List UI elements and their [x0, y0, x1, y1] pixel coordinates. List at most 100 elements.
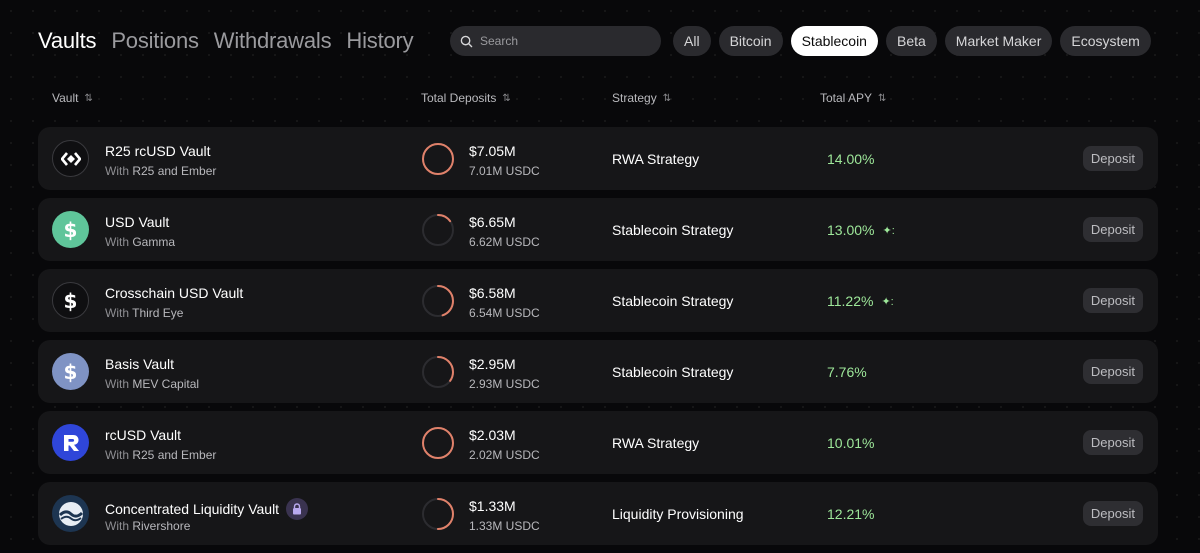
total-deposits-usd: $2.95M: [469, 356, 516, 372]
total-deposits-usd: $7.05M: [469, 143, 516, 159]
apy-label: 14.00%: [827, 151, 875, 167]
strategy-label: Stablecoin Strategy: [612, 293, 734, 309]
apy-label: 11.22%: [827, 293, 874, 309]
deposit-button[interactable]: Deposit: [1082, 288, 1143, 313]
filter-all[interactable]: All: [673, 26, 711, 56]
vault-provider: With Rivershore: [105, 519, 190, 533]
deposit-ring-icon: [422, 356, 454, 388]
vault-list: R25 rcUSD Vault With R25 and Ember $7.05…: [38, 127, 1158, 553]
vault-avatar: $: [52, 353, 89, 390]
provider-name: Gamma: [132, 235, 176, 249]
vault-name-label: USD Vault: [105, 214, 170, 230]
vault-name-label: Basis Vault: [105, 356, 174, 372]
apy-value: 12.21%: [827, 506, 874, 522]
apy-value: 13.00% ✦:: [827, 222, 895, 238]
total-deposits-usd: $1.33M: [469, 498, 516, 514]
tab-withdrawals[interactable]: Withdrawals: [213, 28, 332, 53]
dollar-icon: $: [63, 359, 78, 384]
vault-name: Crosschain USD Vault: [105, 285, 243, 301]
total-deposits-usd: $2.03M: [469, 427, 516, 443]
vault-name: rcUSD Vault: [105, 427, 181, 443]
total-deposits-usdc: 2.93M USDC: [469, 377, 540, 391]
filter-bitcoin[interactable]: Bitcoin: [718, 26, 783, 56]
with-prefix: With: [105, 519, 129, 533]
total-deposits-usdc: 6.62M USDC: [469, 235, 540, 249]
deposit-button[interactable]: Deposit: [1082, 146, 1143, 171]
search-bar[interactable]: [450, 26, 661, 56]
rivershore-icon: [57, 500, 85, 528]
apy-label: 7.76%: [827, 364, 867, 380]
filter-stablecoin[interactable]: Stablecoin: [790, 26, 878, 56]
provider-name: R25 and Ember: [132, 164, 217, 178]
total-deposits-usd: $6.65M: [469, 214, 516, 230]
tab-vaults[interactable]: Vaults: [38, 28, 97, 53]
header-total-deposits[interactable]: Total Deposits ⇅: [421, 91, 511, 105]
table-row[interactable]: rcUSD Vault With R25 and Ember $2.03M 2.…: [38, 411, 1158, 474]
table-row[interactable]: $ Crosschain USD Vault With Third Eye $6…: [38, 269, 1158, 332]
deposit-ring-icon: [422, 498, 454, 530]
search-input[interactable]: [480, 34, 640, 48]
deposit-ring-icon: [422, 427, 454, 459]
vault-avatar: [52, 495, 89, 532]
filter-market-maker[interactable]: Market Maker: [944, 26, 1053, 56]
filter-beta[interactable]: Beta: [885, 26, 937, 56]
sparkle-icon[interactable]: ✦:: [882, 224, 895, 237]
provider-name: R25 and Ember: [132, 448, 217, 462]
vault-provider: With MEV Capital: [105, 377, 199, 391]
deposit-button[interactable]: Deposit: [1082, 359, 1143, 384]
apy-label: 13.00%: [827, 222, 875, 238]
sort-arrows-icon: ⇅: [878, 92, 887, 104]
deposit-ring-icon: [422, 143, 454, 175]
vault-provider: With Third Eye: [105, 306, 183, 320]
table-row[interactable]: $ USD Vault With Gamma $6.65M 6.62M USDC…: [38, 198, 1158, 261]
with-prefix: With: [105, 377, 129, 391]
r-logo-icon: [60, 432, 82, 454]
sparkle-icon[interactable]: ✦:: [881, 295, 894, 308]
vault-name-label: rcUSD Vault: [105, 427, 181, 443]
lock-icon: [286, 498, 309, 520]
vault-avatar: $: [52, 282, 89, 319]
header-vault[interactable]: Vault ⇅: [52, 91, 93, 105]
with-prefix: With: [105, 164, 129, 178]
table-row[interactable]: R25 rcUSD Vault With R25 and Ember $7.05…: [38, 127, 1158, 190]
apy-value: 10.01%: [827, 435, 874, 451]
provider-name: Rivershore: [132, 519, 191, 533]
table-header: Vault ⇅ Total Deposits ⇅ Strategy ⇅ Tota…: [0, 91, 1200, 107]
sort-arrows-icon: ⇅: [84, 92, 93, 104]
header-strategy[interactable]: Strategy ⇅: [612, 91, 671, 105]
category-filters: All Bitcoin Stablecoin Beta Market Maker…: [673, 26, 1159, 56]
total-deposits-usdc: 1.33M USDC: [469, 519, 540, 533]
vault-avatar: [52, 140, 89, 177]
provider-name: Third Eye: [132, 306, 184, 320]
vault-provider: With Gamma: [105, 235, 175, 249]
deposit-button[interactable]: Deposit: [1082, 501, 1143, 526]
header-apy-label: Total APY: [820, 91, 873, 105]
vault-name: R25 rcUSD Vault: [105, 143, 211, 159]
header-vault-label: Vault: [52, 91, 79, 105]
deposit-ring-icon: [422, 214, 454, 246]
filter-ecosystem[interactable]: Ecosystem: [1060, 26, 1151, 56]
with-prefix: With: [105, 448, 129, 462]
apy-label: 12.21%: [827, 506, 875, 522]
deposit-button[interactable]: Deposit: [1082, 217, 1143, 242]
deposit-button[interactable]: Deposit: [1082, 430, 1143, 455]
sort-arrows-icon: ⇅: [662, 92, 672, 104]
tab-history[interactable]: History: [346, 28, 414, 53]
sort-arrows-icon: ⇅: [502, 92, 511, 104]
dollar-icon: $: [63, 217, 78, 242]
header-total-apy[interactable]: Total APY ⇅: [820, 91, 886, 105]
search-icon: [460, 35, 473, 47]
strategy-label: Stablecoin Strategy: [612, 364, 734, 380]
table-row[interactable]: $ Basis Vault With MEV Capital $2.95M 2.…: [38, 340, 1158, 403]
vault-name-label: Crosschain USD Vault: [105, 285, 244, 301]
total-deposits-usd: $6.58M: [469, 285, 516, 301]
vault-provider: With R25 and Ember: [105, 448, 216, 462]
total-deposits-usdc: 2.02M USDC: [469, 448, 540, 462]
deposit-ring-icon: [422, 285, 454, 317]
vault-avatar: $: [52, 211, 89, 248]
table-row[interactable]: Concentrated Liquidity Vault With Rivers…: [38, 482, 1158, 545]
tab-positions[interactable]: Positions: [111, 28, 199, 53]
apy-label: 10.01%: [827, 435, 875, 451]
dollar-icon: $: [63, 288, 78, 313]
vault-name-label: Concentrated Liquidity Vault: [105, 501, 280, 517]
